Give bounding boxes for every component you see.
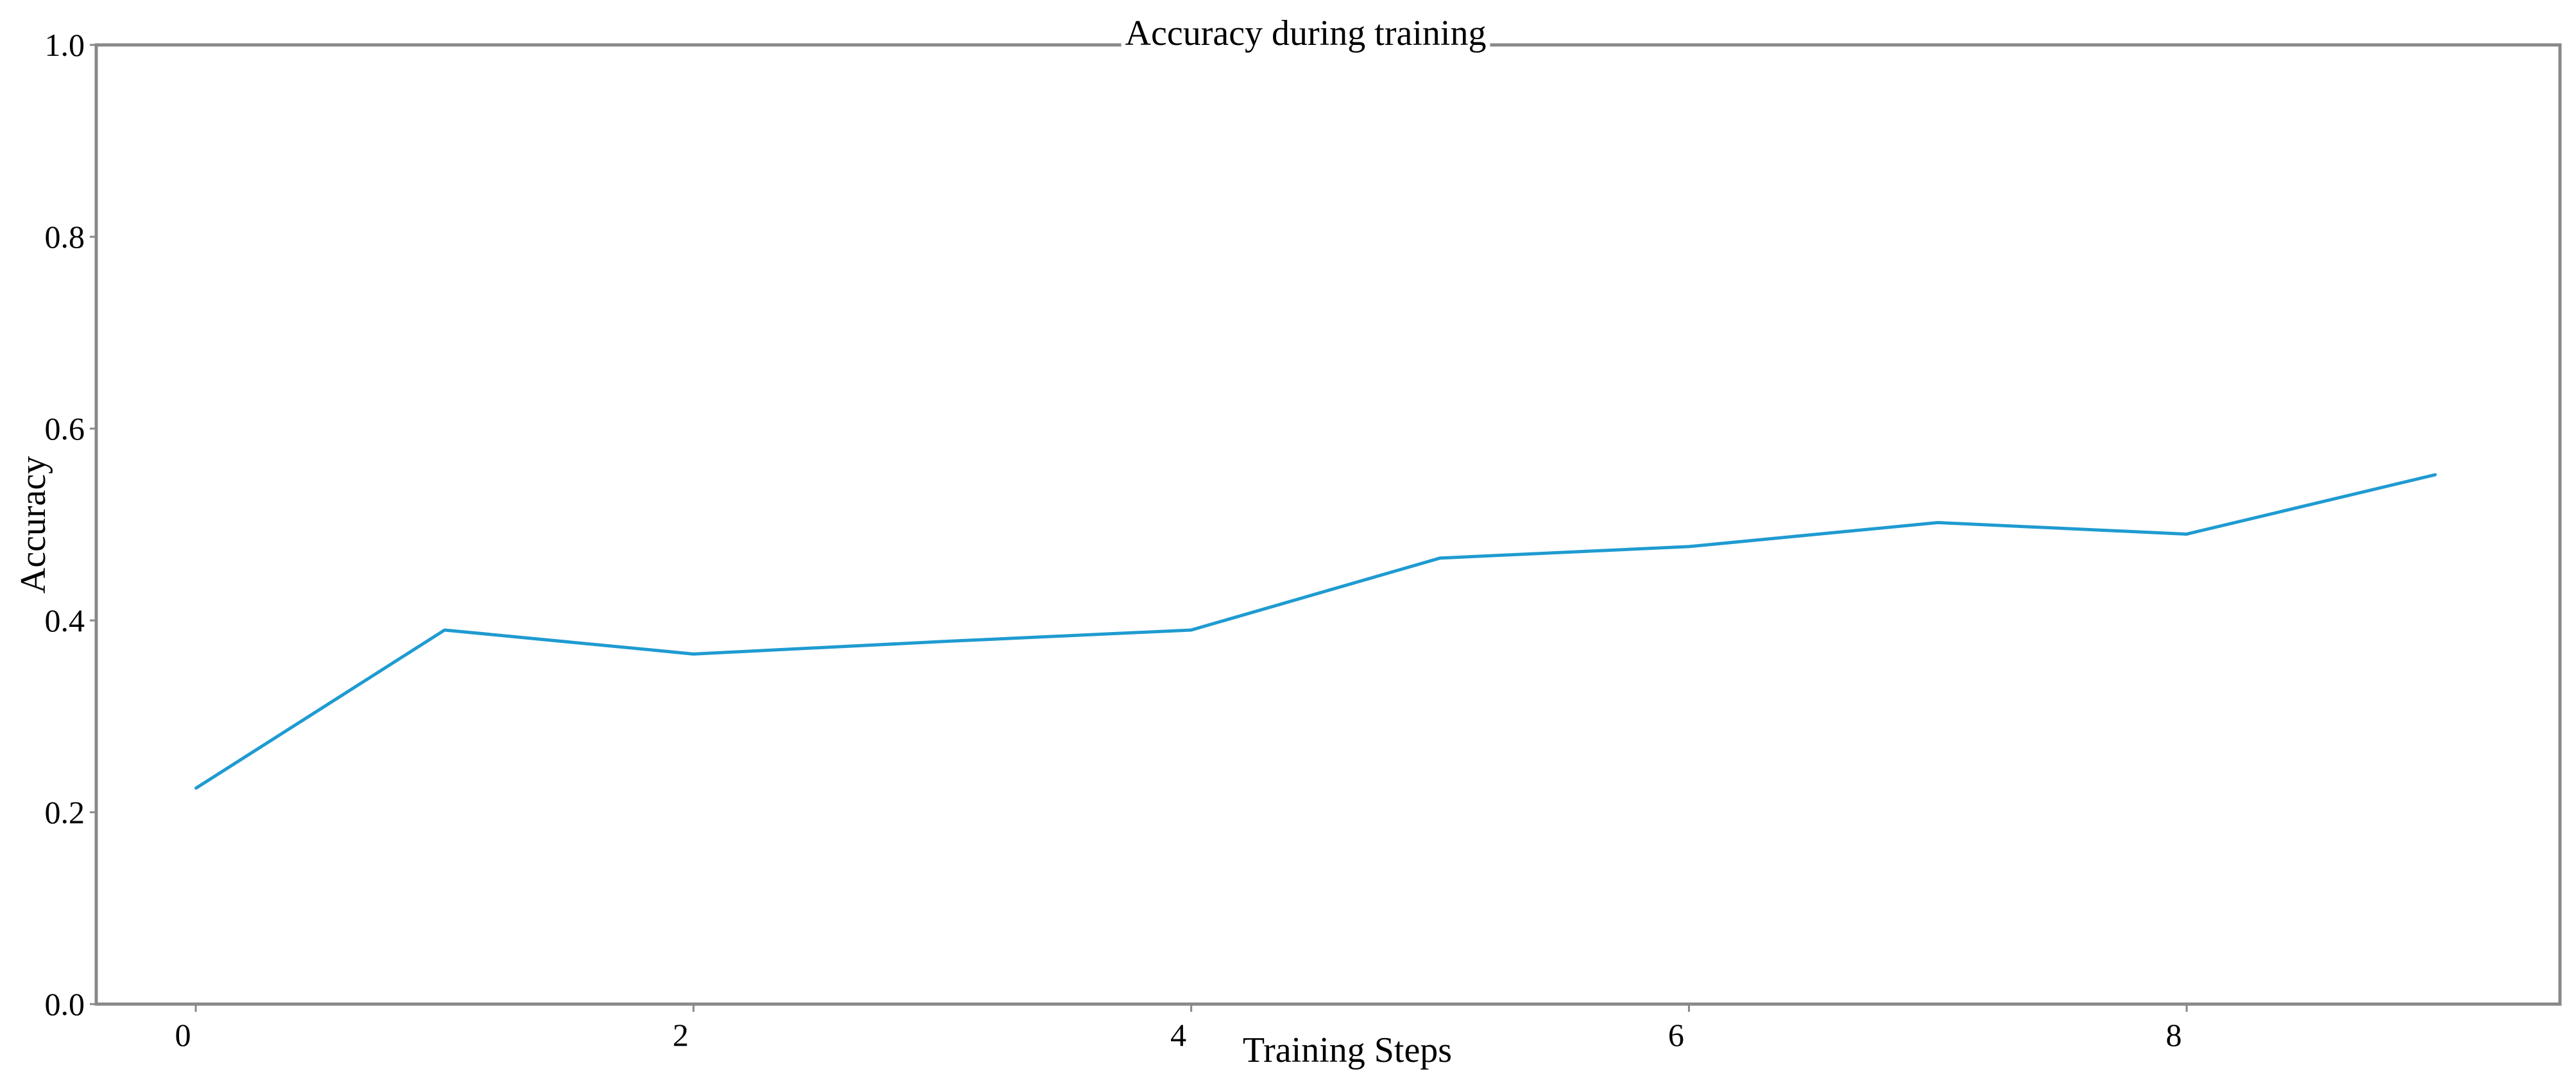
data-point (2185, 533, 2188, 536)
plot-area (94, 43, 2562, 1006)
x-axis-ticks: 0 2 4 6 8 (175, 1004, 2188, 1053)
data-point (692, 653, 695, 656)
series-group (194, 473, 2437, 790)
x-tick-label: 8 (2166, 1017, 2182, 1053)
y-tick-label: 0.0 (45, 986, 85, 1022)
y-tick-label: 0.2 (45, 794, 85, 830)
x-tick-label: 4 (1170, 1017, 1186, 1053)
y-axis-title: Accuracy (13, 456, 53, 594)
x-axis-title: Training Steps (1243, 1030, 1452, 1070)
data-point (941, 640, 944, 643)
title-border-gap (1121, 41, 1490, 49)
data-point (1936, 521, 1940, 524)
data-point (194, 787, 198, 790)
y-tick-label: 0.4 (45, 602, 85, 638)
y-axis-ticks: 0.0 0.2 0.4 0.6 0.8 1.0 (45, 27, 96, 1022)
data-point (1438, 556, 1442, 559)
y-tick-label: 0.8 (45, 219, 85, 255)
x-tick-label: 6 (1668, 1017, 1684, 1053)
data-point (1687, 545, 1691, 548)
data-point (1190, 628, 1193, 631)
y-tick-label: 0.6 (45, 411, 85, 447)
x-tick-label: 2 (672, 1017, 688, 1053)
data-point (2434, 473, 2437, 476)
x-tick-label: 0 (175, 1017, 191, 1053)
chart-title: Accuracy during training (1125, 13, 1487, 53)
y-tick-label: 1.0 (45, 27, 85, 63)
series-line-0 (194, 473, 2436, 790)
data-point (443, 628, 447, 631)
